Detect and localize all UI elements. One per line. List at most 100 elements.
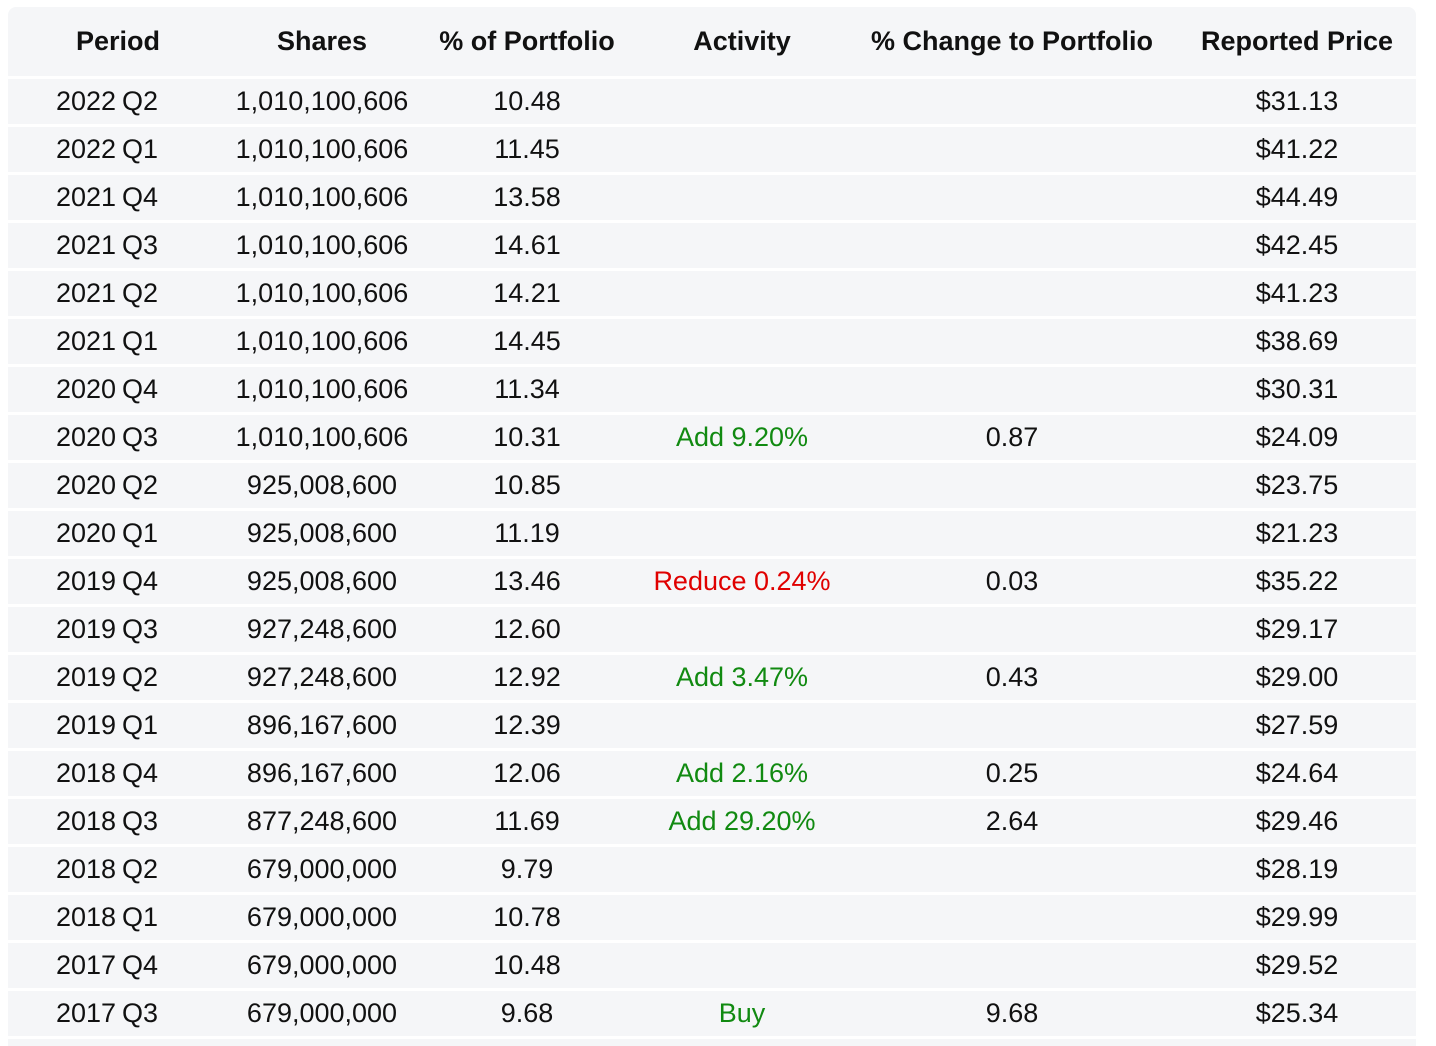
period-year: 2021	[56, 277, 117, 308]
holdings-history-table: Period Shares % of Portfolio Activity % …	[8, 7, 1416, 1046]
period-quarter: Q1	[122, 133, 159, 164]
period-cell: 2020 Q3	[8, 413, 228, 463]
pct-change-cell	[846, 461, 1178, 511]
pct-change-cell	[846, 317, 1178, 367]
period-year: 2020	[56, 469, 117, 500]
price-cell: $31.13	[1178, 77, 1416, 127]
activity-cell	[638, 893, 846, 943]
activity-cell: Add 29.20%	[638, 797, 846, 847]
shares-cell: 896,167,600	[228, 749, 416, 799]
table-row: 2021 Q3 1,010,100,606 14.61 $42.45	[8, 221, 1416, 271]
table-row: 2020 Q2 925,008,600 10.85 $23.75	[8, 461, 1416, 511]
period-year: 2019	[56, 661, 117, 692]
period-cell: 2019 Q3	[8, 605, 228, 655]
pct-change-cell: 2.64	[846, 797, 1178, 847]
pct-portfolio-cell: 14.61	[416, 221, 638, 271]
period-cell: 2021 Q3	[8, 221, 228, 271]
period-quarter: Q3	[122, 229, 159, 260]
shares-cell: 1,010,100,606	[228, 365, 416, 415]
header-pct-change[interactable]: % Change to Portfolio	[846, 7, 1178, 79]
period-quarter: Q4	[122, 757, 159, 788]
price-cell: $35.22	[1178, 557, 1416, 607]
period-year: 2018	[56, 757, 117, 788]
pct-change-cell	[846, 701, 1178, 751]
table-row: 2017 Q3 679,000,000 9.68 Buy 9.68 $25.34	[8, 989, 1416, 1039]
period-cell: 2021 Q4	[8, 173, 228, 223]
shares-cell: 679,000,000	[228, 989, 416, 1039]
header-row: Period Shares % of Portfolio Activity % …	[8, 7, 1416, 79]
price-cell: $29.00	[1178, 653, 1416, 703]
period-year: 2020	[56, 373, 117, 404]
period-quarter: Q3	[122, 997, 159, 1028]
table-row: 2018 Q4 896,167,600 12.06 Add 2.16% 0.25 $24.6…	[8, 749, 1416, 799]
period-quarter: Q4	[122, 373, 159, 404]
header-price[interactable]: Reported Price	[1178, 7, 1416, 79]
pct-change-cell	[846, 845, 1178, 895]
activity-cell	[638, 269, 846, 319]
price-cell: $28.19	[1178, 845, 1416, 895]
pct-portfolio-cell: 10.78	[416, 893, 638, 943]
shares-cell: 1,010,100,606	[228, 77, 416, 127]
price-cell: $29.17	[1178, 605, 1416, 655]
activity-cell	[638, 461, 846, 511]
shares-cell: 1,010,100,606	[228, 269, 416, 319]
activity-cell	[638, 845, 846, 895]
period-year: 2017	[56, 997, 117, 1028]
shares-cell: 925,008,600	[228, 509, 416, 559]
price-cell: $44.49	[1178, 173, 1416, 223]
period-cell: 2019 Q4	[8, 557, 228, 607]
pct-portfolio-cell: 11.34	[416, 365, 638, 415]
table-row: 2019 Q4 925,008,600 13.46 Reduce 0.24% 0.03 $3…	[8, 557, 1416, 607]
pct-change-cell	[846, 509, 1178, 559]
shares-cell: 1,010,100,606	[228, 221, 416, 271]
table-row: 2022 Q2 1,010,100,606 10.48 $31.13	[8, 77, 1416, 127]
pct-portfolio-cell: 9.79	[416, 845, 638, 895]
activity-cell	[638, 941, 846, 991]
period-cell: 2018 Q3	[8, 797, 228, 847]
price-cell: $27.59	[1178, 701, 1416, 751]
period-quarter: Q1	[122, 709, 159, 740]
pct-portfolio-cell: 11.45	[416, 125, 638, 175]
table-row: 2018 Q3 877,248,600 11.69 Add 29.20% 2.64 $29.…	[8, 797, 1416, 847]
period-year: 2022	[56, 85, 117, 116]
header-period[interactable]: Period	[8, 7, 228, 79]
table-row: 2019 Q1 896,167,600 12.39 $27.59	[8, 701, 1416, 751]
period-cell: 2021 Q1	[8, 317, 228, 367]
pct-change-cell: 0.25	[846, 749, 1178, 799]
shares-cell: 877,248,600	[228, 797, 416, 847]
pct-portfolio-cell: 9.68	[416, 989, 638, 1039]
price-cell: $29.46	[1178, 797, 1416, 847]
header-shares[interactable]: Shares	[228, 7, 416, 79]
pct-portfolio-cell: 11.19	[416, 509, 638, 559]
pct-change-cell: 0.03	[846, 557, 1178, 607]
header-activity[interactable]: Activity	[638, 7, 846, 79]
activity-cell	[638, 77, 846, 127]
period-cell: 2018 Q2	[8, 845, 228, 895]
pct-change-cell	[846, 365, 1178, 415]
period-quarter: Q3	[122, 805, 159, 836]
pct-portfolio-cell: 10.48	[416, 941, 638, 991]
table-row: 2020 Q1 925,008,600 11.19 $21.23	[8, 509, 1416, 559]
price-cell: $25.34	[1178, 989, 1416, 1039]
period-cell: 2018 Q4	[8, 749, 228, 799]
table-row: 2017 Q4 679,000,000 10.48 $29.52	[8, 941, 1416, 991]
period-cell: 2019 Q1	[8, 701, 228, 751]
shares-cell: 1,010,100,606	[228, 413, 416, 463]
table-row: 2020 Q3 1,010,100,606 10.31 Add 9.20% 0.87 $24…	[8, 413, 1416, 463]
shares-cell: 927,248,600	[228, 653, 416, 703]
period-year: 2019	[56, 709, 117, 740]
shares-cell: 925,008,600	[228, 461, 416, 511]
header-pct-portfolio[interactable]: % of Portfolio	[416, 7, 638, 79]
pct-change-cell	[846, 605, 1178, 655]
period-cell: 2020 Q2	[8, 461, 228, 511]
period-year: 2019	[56, 565, 117, 596]
price-cell: $30.31	[1178, 365, 1416, 415]
table-row: 2022 Q1 1,010,100,606 11.45 $41.22	[8, 125, 1416, 175]
activity-cell	[638, 125, 846, 175]
price-cell: $24.09	[1178, 413, 1416, 463]
shares-cell: 1,010,100,606	[228, 173, 416, 223]
pct-portfolio-cell: 14.45	[416, 317, 638, 367]
price-cell: $41.22	[1178, 125, 1416, 175]
pct-portfolio-cell: 13.46	[416, 557, 638, 607]
activity-cell: Add 9.20%	[638, 413, 846, 463]
